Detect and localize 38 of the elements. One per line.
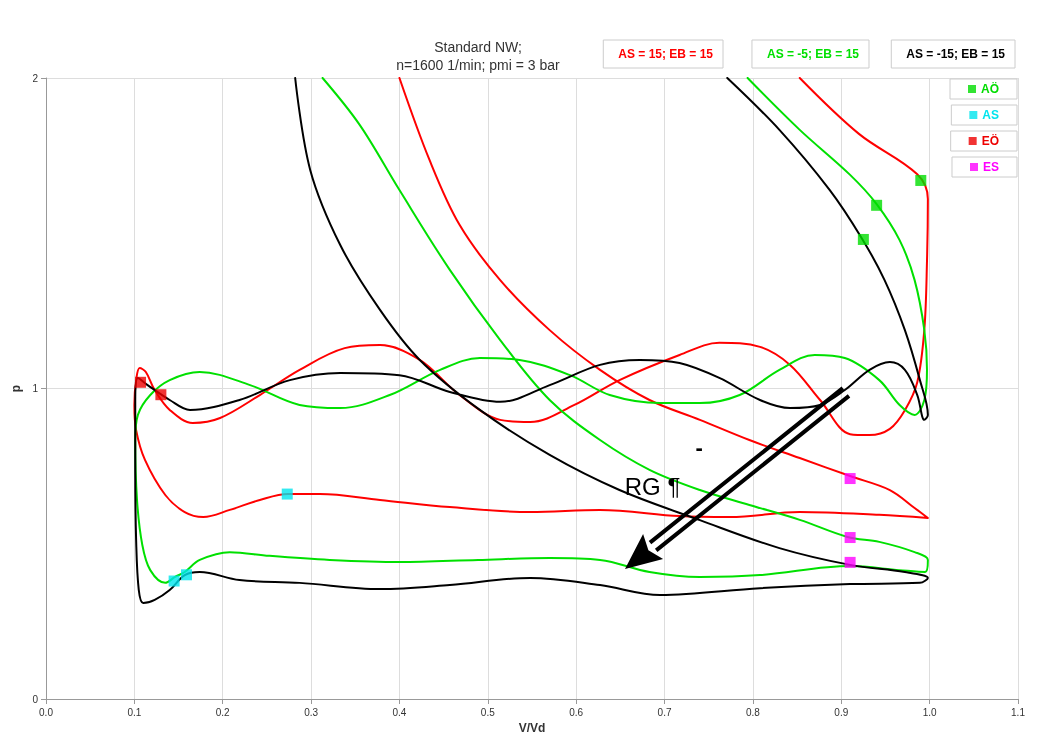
y-tick-label: 2	[32, 72, 39, 84]
point	[844, 556, 856, 568]
point	[181, 569, 192, 581]
y-axis-title: p	[8, 384, 23, 393]
y-tick-label: 1	[32, 383, 39, 394]
annotation: -	[695, 434, 703, 461]
x-tick-label: 0.3	[304, 706, 319, 718]
legend-label: EÖ	[981, 133, 1000, 148]
x-tick-label: 1.1	[1011, 706, 1026, 718]
point	[915, 174, 927, 186]
x-tick-label: 0.2	[215, 706, 231, 718]
x-tick-label: 0.5	[480, 706, 496, 718]
point	[871, 199, 883, 211]
text: AS = 15; EB = 15	[618, 47, 714, 61]
x-tick-label: 1.0	[922, 706, 938, 718]
legend-label: ES	[982, 160, 1000, 174]
point	[844, 473, 856, 485]
x-axis-title: V/Vd	[518, 720, 546, 735]
point	[168, 575, 180, 587]
x-tick-label: 0.7	[657, 706, 672, 718]
legend-label: AÖ	[981, 81, 999, 96]
point	[281, 488, 293, 500]
chart-title: Standard NW; n=1600 1/min; pmi = 3 bar	[396, 39, 561, 73]
legend-label: AS	[982, 108, 999, 122]
annotation: RG ¶	[624, 472, 681, 501]
x-tick-label: 0.0	[39, 706, 54, 718]
y-tick-label: 0	[32, 693, 39, 705]
point	[857, 233, 869, 245]
text: AS = -15; EB = 15	[906, 47, 1006, 61]
point	[135, 376, 147, 388]
x-tick-label: 0.1	[127, 706, 142, 718]
point	[155, 389, 167, 401]
x-tick-label: 0.8	[745, 706, 761, 718]
point	[844, 532, 856, 544]
x-tick-label: 0.9	[834, 706, 849, 718]
text: AS = -5; EB = 15	[766, 47, 860, 61]
x-tick-label: 0.6	[569, 706, 584, 718]
x-tick-label: 0.4	[392, 706, 407, 718]
